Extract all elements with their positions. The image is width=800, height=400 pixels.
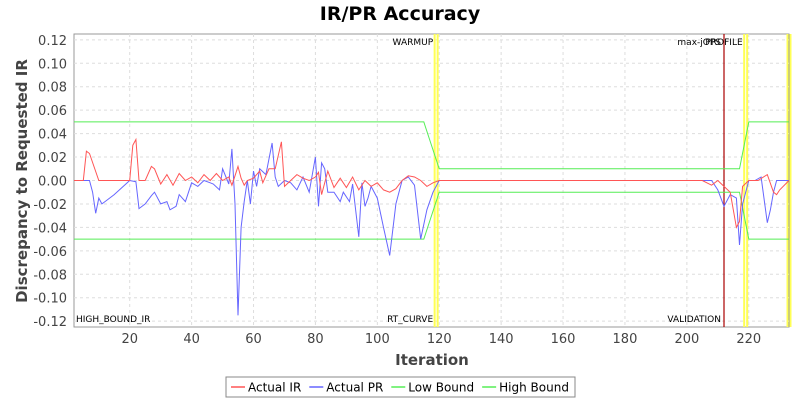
x-tick-label: 140	[489, 332, 514, 347]
x-tick-label: 100	[365, 332, 390, 347]
series-group	[74, 121, 790, 316]
y-tick-label: -0.04	[33, 221, 67, 236]
phase-top-label: WARMUP	[393, 38, 434, 48]
x-tick-label: 120	[427, 332, 452, 347]
x-tick-label: 160	[551, 332, 576, 347]
y-tick-label: -0.06	[33, 245, 67, 260]
x-tick-label: 180	[613, 332, 638, 347]
x-tick-label: 40	[183, 332, 200, 347]
y-axis-title: Discrepancy to Requested IR	[13, 59, 31, 303]
y-tick-label: -0.10	[33, 292, 67, 307]
y-tick-label: -0.02	[33, 198, 67, 213]
phase-top-label: PROFILE	[705, 38, 743, 48]
y-tick-label: 0.06	[38, 104, 67, 119]
y-tick-label: 0.04	[38, 128, 67, 143]
x-tick-labels: 20 40 60 80 100 120 140 160 180 200 220	[121, 332, 761, 347]
phase-labels: WARMUP RT_CURVE max-jOPS VALIDATION PROFILE H…	[76, 38, 743, 325]
x-tick-label: 220	[736, 332, 761, 347]
phase-bottom-label: RT_CURVE	[387, 315, 433, 325]
x-tick-label: 200	[674, 332, 699, 347]
legend-label: High Bound	[499, 381, 569, 395]
y-tick-label: -0.12	[33, 315, 67, 330]
y-tick-label: 0.02	[38, 151, 67, 166]
y-tick-label: -0.08	[33, 268, 67, 283]
x-tick-label: 80	[307, 332, 324, 347]
y-tick-label: 0.08	[38, 81, 67, 96]
x-tick-label: 60	[245, 332, 262, 347]
chart-title: IR/PR Accuracy	[320, 3, 481, 25]
legend: Actual IR Actual PR Low Bound High Bound	[225, 376, 576, 398]
y-tick-label: 0.10	[38, 57, 67, 72]
y-tick-label: 0.12	[38, 34, 67, 49]
legend-label: Actual IR	[248, 381, 301, 395]
corner-label: HIGH_BOUND_IR	[76, 315, 150, 325]
series-line	[74, 137, 790, 229]
series-line	[74, 142, 789, 316]
y-tick-label: 0.00	[38, 175, 67, 190]
y-tick-labels: -0.12 -0.10 -0.08 -0.06 -0.04 -0.02 0.00 0.02 0.…	[33, 34, 67, 330]
legend-label: Low Bound	[408, 381, 474, 395]
x-axis-title: Iteration	[395, 351, 469, 369]
phase-top-label: max-jOPS	[677, 38, 721, 48]
series-line	[74, 121, 789, 170]
x-tick-label: 20	[121, 332, 138, 347]
phase-bottom-label: VALIDATION	[667, 315, 721, 325]
series-line	[74, 191, 789, 240]
legend-label: Actual PR	[326, 381, 383, 395]
